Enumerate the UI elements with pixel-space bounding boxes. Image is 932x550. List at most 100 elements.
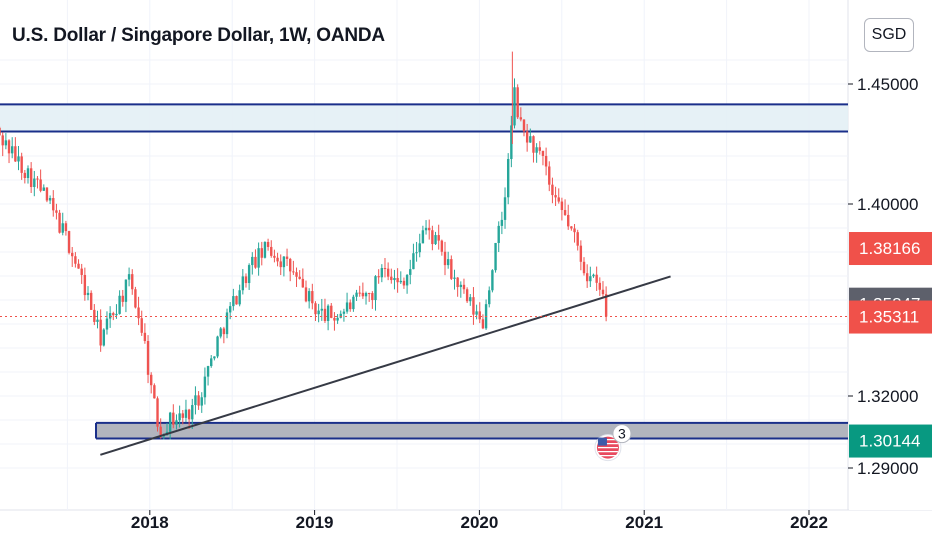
support-zone xyxy=(96,422,848,439)
candle-body xyxy=(115,313,118,316)
candle-body xyxy=(349,302,352,310)
candle-body xyxy=(323,308,327,321)
candle-body xyxy=(222,328,226,335)
candle-body xyxy=(99,319,102,346)
candle-body xyxy=(238,290,241,305)
candle-body xyxy=(345,302,349,312)
candle-body xyxy=(77,263,80,269)
candle-body xyxy=(453,277,456,279)
candle-body xyxy=(263,241,267,258)
candle-body xyxy=(121,295,124,302)
currency-button[interactable]: SGD xyxy=(864,18,914,52)
candle-body xyxy=(279,261,282,268)
candle-body xyxy=(39,179,42,191)
candle-body xyxy=(421,230,425,244)
candle-body xyxy=(364,292,368,297)
candle-body xyxy=(131,274,134,290)
y-tick-label: 1.40000 xyxy=(857,195,918,214)
candle-body xyxy=(260,248,263,258)
candle-body xyxy=(187,409,191,420)
candle-body xyxy=(178,413,181,421)
candle-body xyxy=(241,276,245,291)
candle-body xyxy=(118,295,121,314)
candle-body xyxy=(184,409,188,418)
candle-body xyxy=(29,168,33,187)
candle-body xyxy=(374,276,377,301)
candle-body xyxy=(71,252,74,257)
candle-body xyxy=(96,319,99,322)
candle-body xyxy=(409,269,412,275)
candle-body xyxy=(491,270,494,291)
candle-body xyxy=(333,317,336,321)
candle-body xyxy=(55,210,58,213)
candle-body xyxy=(168,412,172,432)
candle-body xyxy=(86,292,90,296)
x-tick-label: 2021 xyxy=(625,513,663,532)
candle-body xyxy=(494,242,497,271)
candle-body xyxy=(506,159,510,198)
candle-body xyxy=(446,259,450,266)
candle-body xyxy=(4,140,8,146)
price-tag: 1.35311 xyxy=(849,300,932,334)
candle-body xyxy=(10,146,14,154)
candle-body xyxy=(424,227,428,231)
candle-body xyxy=(216,336,219,357)
candle-body xyxy=(560,201,564,211)
candle-body xyxy=(434,235,437,245)
candle-body xyxy=(181,413,184,418)
candle-body xyxy=(150,374,153,386)
candle-body xyxy=(475,311,478,315)
candle-body xyxy=(295,272,298,277)
x-tick-label: 2022 xyxy=(790,513,828,532)
price-tag-label: 1.38166 xyxy=(859,239,920,258)
candle-body xyxy=(513,87,516,126)
candle-body xyxy=(143,332,147,341)
candle-body xyxy=(26,168,30,178)
candle-body xyxy=(83,274,87,296)
candle-body xyxy=(481,319,485,329)
candle-body xyxy=(390,276,393,281)
candle-body xyxy=(266,241,270,247)
candle-body xyxy=(311,291,314,304)
candle-body xyxy=(52,198,55,211)
candle-body xyxy=(89,292,93,310)
candle-body xyxy=(592,274,595,277)
candle-body xyxy=(80,268,83,275)
candle-body xyxy=(137,307,140,319)
candle-body xyxy=(604,294,608,317)
candle-body xyxy=(317,310,320,315)
candle-body xyxy=(399,280,402,283)
candle-body xyxy=(326,305,330,321)
candle-body xyxy=(254,256,257,268)
candle-body xyxy=(153,385,156,399)
candle-body xyxy=(314,303,317,315)
candle-body xyxy=(386,268,390,277)
candle-body xyxy=(285,256,289,259)
candle-body xyxy=(361,292,365,297)
candle-body xyxy=(567,214,570,227)
candle-body xyxy=(282,256,286,268)
candle-body xyxy=(7,140,11,154)
x-tick-label: 2019 xyxy=(296,513,334,532)
candle-body xyxy=(440,240,444,252)
resistance-zone xyxy=(0,104,848,132)
candle-body xyxy=(402,280,406,286)
candle-body xyxy=(200,397,203,406)
candle-body xyxy=(20,156,23,173)
candle-body xyxy=(579,245,583,262)
candle-body xyxy=(598,282,602,290)
y-tick-label: 1.32000 xyxy=(857,387,918,406)
candle-body xyxy=(358,292,361,294)
candle-body xyxy=(478,311,481,320)
candle-body xyxy=(307,291,311,302)
candle-body xyxy=(175,420,178,425)
candle-body xyxy=(469,297,472,302)
y-tick-label: 1.29000 xyxy=(857,459,918,478)
candle-body xyxy=(585,273,589,282)
candle-body xyxy=(532,136,535,153)
candle-body xyxy=(418,243,421,253)
candle-body xyxy=(219,328,222,337)
candle-body xyxy=(522,119,526,132)
candle-body xyxy=(58,212,61,233)
